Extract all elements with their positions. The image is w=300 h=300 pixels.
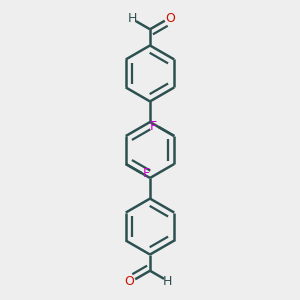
Text: H: H <box>163 275 172 288</box>
Text: F: F <box>143 167 150 180</box>
Text: H: H <box>128 12 137 25</box>
Text: O: O <box>124 274 134 287</box>
Text: F: F <box>150 120 157 133</box>
Text: O: O <box>166 13 176 26</box>
